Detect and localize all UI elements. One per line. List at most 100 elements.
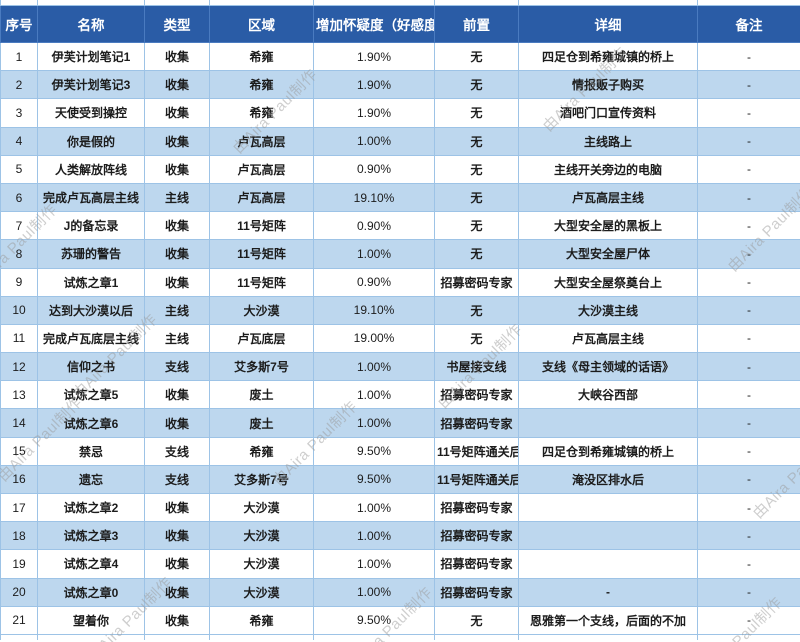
table-row: 10 达到大沙漠以后 主线 大沙漠 19.10% 无大沙漠主线 - bbox=[0, 295, 800, 325]
cell-prereq: 无 bbox=[434, 323, 519, 354]
cell-name: 试炼之章3 bbox=[37, 521, 145, 551]
cell-type: 收集 bbox=[144, 126, 210, 156]
cell-detail: 情报贩子购买 bbox=[518, 70, 698, 100]
cell-region: 艾多斯7号 bbox=[209, 352, 314, 382]
cell-note: - bbox=[697, 267, 800, 297]
cell-prereq: 招募密码专家 bbox=[434, 492, 519, 523]
cell-num: 16 bbox=[0, 464, 38, 495]
cell-name: 伊芙计划笔记3 bbox=[37, 70, 145, 100]
column-header-num: 序号 bbox=[0, 5, 38, 43]
cell-num: 14 bbox=[0, 408, 38, 438]
cell-suspicion: 1.90% bbox=[313, 70, 435, 100]
cell-num: 7 bbox=[0, 211, 38, 241]
table-row: 6 完成卢瓦高层主线 主线 卢瓦高层 19.10% 无卢瓦高层主线 - bbox=[0, 182, 800, 213]
cell-prereq: 11号矩阵通关后 bbox=[434, 436, 519, 466]
cell-detail bbox=[518, 408, 698, 438]
cell-num: 11 bbox=[0, 323, 38, 354]
cell-detail bbox=[518, 521, 698, 551]
column-header-name: 名称 bbox=[37, 5, 145, 43]
cell-detail: 酒吧门口宣传资料 bbox=[518, 98, 698, 128]
partial-cell bbox=[0, 633, 38, 640]
cell-prereq: 无 bbox=[434, 605, 519, 635]
cell-num: 6 bbox=[0, 182, 38, 213]
cell-region: 希雍 bbox=[209, 98, 314, 128]
cell-detail: 支线《母主领域的话语》 bbox=[518, 352, 698, 382]
cell-region: 废土 bbox=[209, 380, 314, 410]
cell-suspicion: 1.00% bbox=[313, 239, 435, 269]
cell-note: - bbox=[697, 549, 800, 579]
cell-prereq: 无 bbox=[434, 154, 519, 184]
partial-row-bottom bbox=[0, 633, 800, 640]
cell-region: 希雍 bbox=[209, 436, 314, 466]
cell-detail: 大沙漠主线 bbox=[518, 295, 698, 325]
cell-type: 收集 bbox=[144, 239, 210, 269]
cell-num: 4 bbox=[0, 126, 38, 156]
table-row: 1 伊芙计划笔记1 收集 希雍 1.90% 无四足仓到希雍城镇的桥上 - bbox=[0, 41, 800, 72]
partial-cell bbox=[313, 633, 435, 640]
table-row: 13 试炼之章5 收集 废土 1.00% 招募密码专家 大峡谷西部 - bbox=[0, 380, 800, 410]
cell-region: 艾多斯7号 bbox=[209, 464, 314, 495]
cell-note: - bbox=[697, 323, 800, 354]
table-row: 8 苏珊的警告 收集 11号矩阵 1.00% 无大型安全屋尸体 - bbox=[0, 239, 800, 269]
cell-detail: - bbox=[518, 577, 698, 607]
cell-num: 12 bbox=[0, 352, 38, 382]
cell-region: 11号矩阵 bbox=[209, 267, 314, 297]
cell-note: - bbox=[697, 436, 800, 466]
cell-type: 收集 bbox=[144, 521, 210, 551]
column-header-detail: 详细 bbox=[518, 5, 698, 43]
cell-detail bbox=[518, 492, 698, 523]
cell-type: 收集 bbox=[144, 211, 210, 241]
cell-num: 19 bbox=[0, 549, 38, 579]
cell-type: 收集 bbox=[144, 70, 210, 100]
cell-prereq: 无 bbox=[434, 98, 519, 128]
table-row: 17 试炼之章2 收集 大沙漠 1.00% 招募密码专家 - bbox=[0, 492, 800, 523]
cell-detail: 主线路上 bbox=[518, 126, 698, 156]
cell-region: 卢瓦高层 bbox=[209, 182, 314, 213]
cell-detail: 卢瓦高层主线 bbox=[518, 182, 698, 213]
partial-cell bbox=[209, 633, 314, 640]
cell-region: 11号矩阵 bbox=[209, 239, 314, 269]
cell-suspicion: 1.00% bbox=[313, 352, 435, 382]
cell-prereq: 无 bbox=[434, 182, 519, 213]
table-row: 11 完成卢瓦底层主线 主线 卢瓦底层 19.00% 无卢瓦高层主线 - bbox=[0, 323, 800, 354]
cell-type: 收集 bbox=[144, 41, 210, 72]
cell-type: 收集 bbox=[144, 380, 210, 410]
cell-type: 主线 bbox=[144, 182, 210, 213]
cell-detail: 卢瓦高层主线 bbox=[518, 323, 698, 354]
cell-name: J的备忘录 bbox=[37, 211, 145, 241]
cell-note: - bbox=[697, 154, 800, 184]
table-row: 21 望着你 收集 希雍 9.50% 无恩雅第一个支线，后面的不加 - bbox=[0, 605, 800, 635]
column-header-note: 备注 bbox=[697, 5, 800, 43]
cell-detail: 恩雅第一个支线，后面的不加 bbox=[518, 605, 698, 635]
cell-region: 希雍 bbox=[209, 605, 314, 635]
cell-detail: 大型安全屋的黑板上 bbox=[518, 211, 698, 241]
cell-type: 支线 bbox=[144, 352, 210, 382]
cell-type: 收集 bbox=[144, 492, 210, 523]
cell-prereq: 无 bbox=[434, 41, 519, 72]
cell-num: 18 bbox=[0, 521, 38, 551]
table-row: 12 信仰之书 支线 艾多斯7号 1.00% 书屋接支线 支线《母主领域的话语》 - bbox=[0, 352, 800, 382]
cell-name: 苏珊的警告 bbox=[37, 239, 145, 269]
cell-suspicion: 19.10% bbox=[313, 295, 435, 325]
cell-detail: 四足仓到希雍城镇的桥上 bbox=[518, 436, 698, 466]
cell-note: - bbox=[697, 521, 800, 551]
cell-note: - bbox=[697, 126, 800, 156]
cell-prereq: 无 bbox=[434, 295, 519, 325]
column-header-type: 类型 bbox=[144, 5, 210, 43]
cell-type: 主线 bbox=[144, 295, 210, 325]
cell-suspicion: 0.90% bbox=[313, 267, 435, 297]
cell-name: 试炼之章6 bbox=[37, 408, 145, 438]
cell-note: - bbox=[697, 492, 800, 523]
cell-type: 收集 bbox=[144, 267, 210, 297]
cell-suspicion: 19.10% bbox=[313, 182, 435, 213]
cell-suspicion: 0.90% bbox=[313, 154, 435, 184]
cell-name: 人类解放阵线 bbox=[37, 154, 145, 184]
cell-prereq: 无 bbox=[434, 239, 519, 269]
cell-name: 试炼之章5 bbox=[37, 380, 145, 410]
cell-note: - bbox=[697, 605, 800, 635]
column-header-prereq: 前置 bbox=[434, 5, 519, 43]
cell-note: - bbox=[697, 408, 800, 438]
table-row: 15 禁忌 支线 希雍 9.50% 11号矩阵通关后 四足仓到希雍城镇的桥上 - bbox=[0, 436, 800, 466]
cell-type: 收集 bbox=[144, 154, 210, 184]
cell-region: 卢瓦高层 bbox=[209, 126, 314, 156]
